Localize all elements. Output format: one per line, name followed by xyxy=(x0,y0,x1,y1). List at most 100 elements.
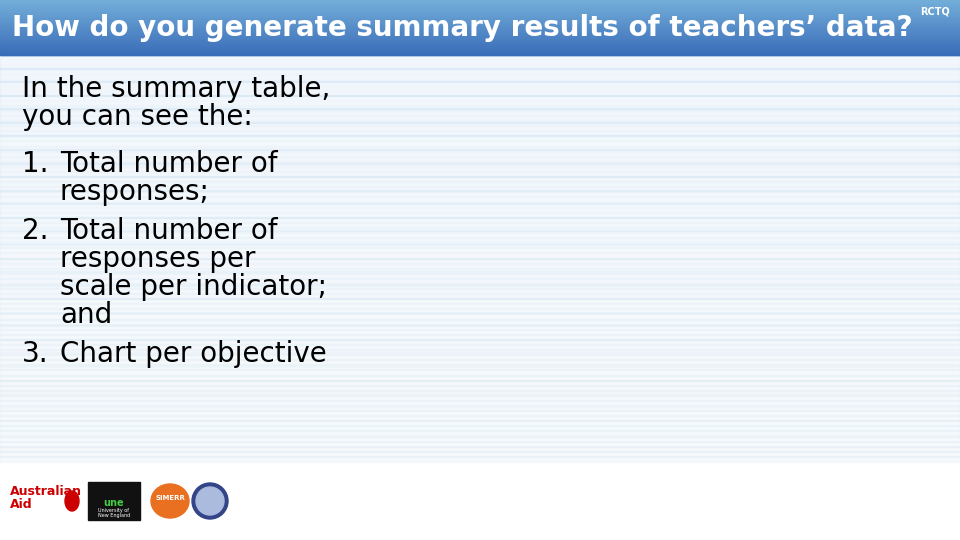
Bar xyxy=(0,384,960,391)
Bar xyxy=(0,39,960,40)
Bar xyxy=(0,262,960,269)
Text: you can see the:: you can see the: xyxy=(22,103,252,131)
Bar xyxy=(0,24,960,25)
Bar xyxy=(0,441,960,447)
Bar xyxy=(0,244,960,259)
Bar xyxy=(0,191,960,198)
Bar xyxy=(0,163,960,177)
Bar xyxy=(0,53,960,54)
Bar xyxy=(0,122,960,137)
Bar xyxy=(0,8,960,9)
Bar xyxy=(0,203,960,218)
Bar xyxy=(0,366,960,381)
Bar xyxy=(0,75,960,80)
Bar xyxy=(0,14,960,15)
Bar xyxy=(0,14,960,15)
Bar xyxy=(0,81,960,96)
Bar xyxy=(0,4,960,5)
Bar xyxy=(0,54,960,60)
Bar xyxy=(0,271,960,286)
Bar xyxy=(0,21,960,22)
Bar xyxy=(0,36,960,37)
Bar xyxy=(0,29,960,30)
Bar xyxy=(0,52,960,53)
Bar xyxy=(0,390,960,396)
Text: 1.: 1. xyxy=(22,150,49,178)
Bar xyxy=(0,49,960,50)
Bar xyxy=(0,90,960,96)
Bar xyxy=(0,28,960,29)
Bar xyxy=(0,146,960,152)
Text: une: une xyxy=(104,498,124,508)
Bar xyxy=(0,451,960,457)
Bar xyxy=(0,110,960,116)
Text: New England: New England xyxy=(98,513,131,518)
Bar xyxy=(0,207,960,213)
Bar xyxy=(0,10,960,11)
Bar xyxy=(0,24,960,25)
Bar xyxy=(0,115,960,121)
Bar xyxy=(0,16,960,17)
Text: Aid: Aid xyxy=(10,498,33,511)
Bar xyxy=(0,252,960,259)
Bar xyxy=(0,201,960,207)
Bar xyxy=(0,6,960,7)
Bar xyxy=(0,40,960,41)
Bar xyxy=(0,339,960,354)
Text: Chart per objective: Chart per objective xyxy=(60,340,326,368)
Bar xyxy=(0,171,960,177)
Bar xyxy=(0,69,960,76)
Bar xyxy=(0,33,960,34)
Bar xyxy=(0,27,960,28)
Text: Total number of: Total number of xyxy=(60,150,277,178)
Bar xyxy=(0,46,960,47)
Bar xyxy=(0,59,960,65)
Bar xyxy=(0,176,960,182)
Bar xyxy=(0,380,960,394)
Bar xyxy=(0,18,960,19)
Bar xyxy=(0,410,960,416)
Bar xyxy=(0,197,960,202)
Bar xyxy=(0,25,960,26)
Text: responses;: responses; xyxy=(60,178,210,206)
Bar xyxy=(0,334,960,340)
Bar xyxy=(0,161,960,167)
Bar xyxy=(0,247,960,253)
Bar xyxy=(0,33,960,35)
Bar xyxy=(0,45,960,46)
Bar xyxy=(0,285,960,299)
Bar xyxy=(0,293,960,299)
Text: In the summary table,: In the summary table, xyxy=(22,75,330,103)
Bar xyxy=(0,20,960,21)
Bar xyxy=(0,353,960,367)
Bar xyxy=(0,380,960,386)
Bar xyxy=(0,407,960,421)
Bar xyxy=(0,9,960,10)
Bar xyxy=(0,13,960,14)
Bar xyxy=(0,0,960,1)
Bar xyxy=(0,151,960,157)
Bar xyxy=(0,19,960,21)
Bar xyxy=(0,242,960,248)
Bar xyxy=(0,375,960,381)
Text: scale per indicator;: scale per indicator; xyxy=(60,273,327,301)
Circle shape xyxy=(196,487,224,515)
Bar xyxy=(0,85,960,91)
Bar xyxy=(0,16,960,17)
Bar xyxy=(0,94,960,109)
Bar xyxy=(0,37,960,38)
Bar xyxy=(0,53,960,55)
Bar xyxy=(0,434,960,448)
Bar xyxy=(0,217,960,223)
Bar xyxy=(0,100,960,106)
Bar xyxy=(0,55,960,462)
Bar xyxy=(0,7,960,8)
Text: and: and xyxy=(60,301,112,329)
Bar xyxy=(0,18,960,19)
Bar xyxy=(0,31,960,32)
Bar xyxy=(0,46,960,47)
Bar xyxy=(0,125,960,131)
Bar xyxy=(0,46,960,48)
Bar xyxy=(0,39,960,40)
Text: responses per: responses per xyxy=(60,245,255,273)
